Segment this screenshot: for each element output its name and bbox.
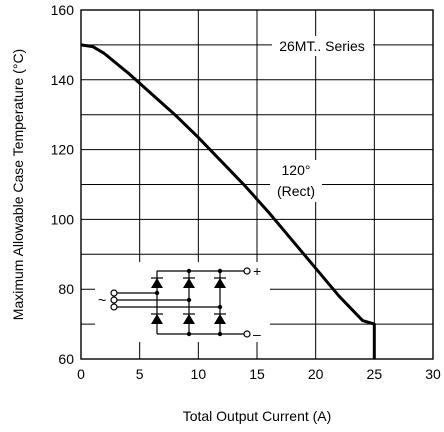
ac-symbol: ~	[98, 292, 106, 308]
x-tick-label: 20	[308, 366, 324, 382]
y-axis-label: Maximum Allowable Case Temperature (°C)	[10, 49, 26, 320]
ac-terminal-3	[110, 303, 118, 311]
inset-background	[95, 262, 270, 342]
y-tick-label: 100	[51, 211, 75, 227]
y-tick-label: 140	[51, 72, 75, 88]
diode-lower-1	[151, 314, 163, 324]
dc-minus-terminal	[243, 330, 251, 338]
x-tick-label: 30	[425, 366, 441, 382]
ac-terminal-1	[110, 289, 118, 297]
x-tick-label: 5	[136, 366, 144, 382]
diode-upper-2	[183, 278, 195, 288]
diode-upper-3	[214, 278, 226, 288]
series-label: 26MT.. Series	[279, 38, 365, 54]
bridge-rectifier-schematic: ~ + –	[95, 262, 270, 342]
condition-label-angle: 120°	[282, 162, 311, 178]
x-tick-labels: 0 5 10 15 20 25 30	[77, 366, 441, 382]
condition-label-bg	[270, 160, 322, 202]
series-label-bg	[272, 36, 373, 56]
diode-upper-1	[151, 278, 163, 288]
plot-frame	[80, 9, 434, 360]
diode-lower-2	[183, 314, 195, 324]
dc-minus-label: –	[253, 326, 261, 342]
series-layer	[80, 43, 376, 359]
y-tick-label: 120	[51, 142, 75, 158]
y-tick-label: 160	[51, 2, 75, 18]
series-line	[80, 43, 376, 359]
x-tick-label: 10	[191, 366, 207, 382]
ac-terminal-2	[110, 296, 118, 304]
dc-plus-label: +	[253, 263, 261, 279]
y-tick-label: 80	[58, 281, 74, 297]
dc-plus-terminal	[243, 267, 251, 275]
x-tick-label: 0	[77, 366, 85, 382]
x-tick-label: 15	[249, 366, 265, 382]
y-tick-labels: 60 80 100 120 140 160	[51, 2, 75, 367]
x-axis-label: Total Output Current (A)	[183, 408, 332, 424]
diode-lower-3	[214, 314, 226, 324]
condition-label-type: (Rect)	[277, 183, 315, 199]
y-tick-label: 60	[58, 351, 74, 367]
x-tick-label: 25	[367, 366, 383, 382]
